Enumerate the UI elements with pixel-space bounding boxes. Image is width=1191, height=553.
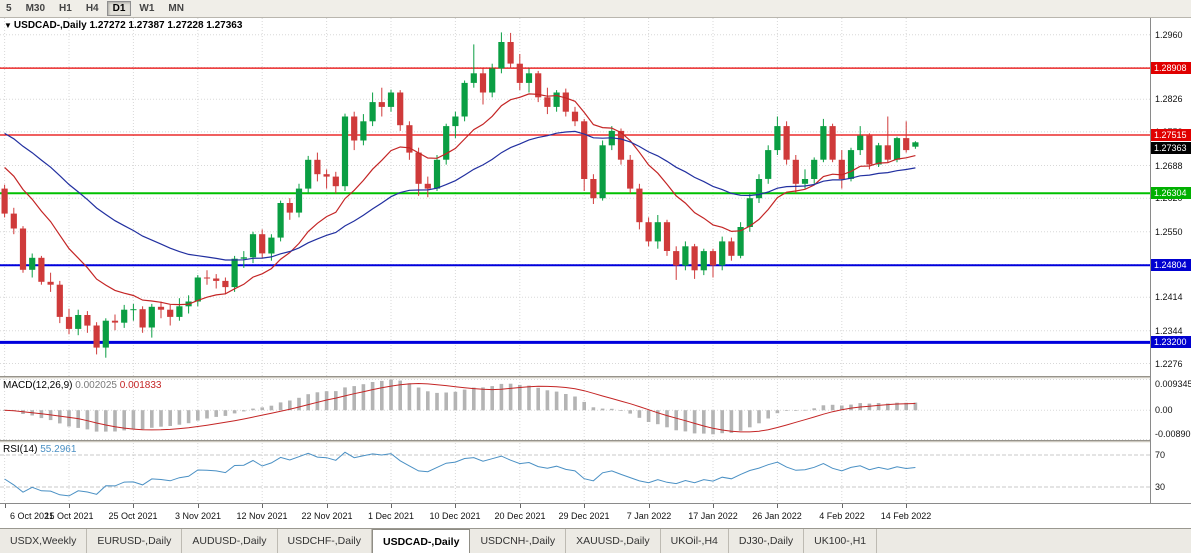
main-chart-pane[interactable]: ▼ USDCAD-,Daily 1.27272 1.27387 1.27228 1… — [0, 18, 1150, 376]
macd-tick-label: 0.00 — [1155, 405, 1173, 415]
price-tick-label: 1.2276 — [1155, 359, 1183, 369]
price-tick-label: 1.2550 — [1155, 227, 1183, 237]
date-tick — [391, 504, 392, 508]
chart-tab-audusd-daily[interactable]: AUDUSD-,Daily — [182, 529, 278, 553]
date-tick — [584, 504, 585, 508]
period-button-d1[interactable]: D1 — [106, 1, 132, 16]
period-button-h1[interactable]: H1 — [59, 3, 72, 14]
rsi-value: 55.2961 — [40, 444, 77, 455]
chart-tab-usdcad-daily[interactable]: USDCAD-,Daily — [372, 529, 471, 553]
collapse-indicator-icon[interactable]: ▼ — [4, 21, 12, 30]
date-label: 25 Oct 2021 — [108, 511, 158, 521]
date-label: 12 Nov 2021 — [236, 511, 288, 521]
chart-area: ▼ USDCAD-,Daily 1.27272 1.27387 1.27228 1… — [0, 18, 1191, 528]
price-tick-label: 1.2344 — [1155, 326, 1183, 336]
date-tick — [198, 504, 199, 508]
chart-title: ▼ USDCAD-,Daily 1.27272 1.27387 1.27228 1… — [4, 20, 242, 31]
date-label: 22 Nov 2021 — [301, 511, 353, 521]
date-tick — [69, 504, 70, 508]
date-tick — [455, 504, 456, 508]
date-label: 1 Dec 2021 — [367, 511, 415, 521]
date-axis[interactable]: 6 Oct 2021 15 Oct 2021 25 Oct 2021 3 Nov 20… — [0, 503, 1191, 528]
chart-tab-usdcnh-daily[interactable]: USDCNH-,Daily — [470, 529, 567, 553]
price-tick-label: 1.2688 — [1155, 161, 1183, 171]
price-level-badge: 1.26304 — [1151, 187, 1191, 199]
date-tick — [5, 504, 6, 508]
date-tick — [906, 504, 907, 508]
pane-resize-handle[interactable] — [0, 376, 1191, 379]
rsi-label: RSI(14) 55.2961 — [3, 444, 76, 455]
chart-tabs-bar: USDX,Weekly EURUSD-,Daily AUDUSD-,Daily USD… — [0, 528, 1191, 553]
macd-tick-label: -0.00890 — [1155, 429, 1191, 439]
chart-tab-eurusd-daily[interactable]: EURUSD-,Daily — [87, 529, 183, 553]
period-button-m30[interactable]: M30 — [25, 3, 46, 14]
date-tick — [520, 504, 521, 508]
macd-name: MACD(12,26,9) — [3, 380, 73, 391]
price-level-badge: 1.28908 — [1151, 62, 1191, 74]
date-label: 7 Jan 2022 — [626, 511, 672, 521]
price-axis[interactable]: 1.29601.28921.28261.27581.26881.26201.25… — [1150, 18, 1191, 503]
date-label: 26 Jan 2022 — [752, 511, 802, 521]
date-label: 4 Feb 2022 — [819, 511, 865, 521]
rsi-pane[interactable]: RSI(14) 55.2961 — [0, 443, 1150, 503]
date-label: 14 Feb 2022 — [880, 511, 932, 521]
date-tick — [713, 504, 714, 508]
macd-pane[interactable]: MACD(12,26,9) 0.002025 0.001833 — [0, 379, 1150, 440]
date-label: 6 Oct 2021 — [9, 511, 55, 521]
price-level-badge: 1.24804 — [1151, 259, 1191, 271]
date-label: 3 Nov 2021 — [174, 511, 222, 521]
macd-plot — [0, 379, 1150, 440]
pane-resize-handle[interactable] — [0, 440, 1191, 443]
price-tick-label: 1.2826 — [1155, 94, 1183, 104]
date-label: 29 Dec 2021 — [558, 511, 610, 521]
chart-tab-usdx-weekly[interactable]: USDX,Weekly — [0, 529, 88, 553]
timeframe-toolbar: 5 M30 H1 H4 D1 W1 MN — [0, 0, 1191, 18]
period-button-5[interactable]: 5 — [6, 3, 12, 14]
period-button-h4[interactable]: H4 — [85, 3, 99, 14]
chart-tab-usdchf-daily[interactable]: USDCHF-,Daily — [278, 529, 373, 553]
date-label: 20 Dec 2021 — [494, 511, 546, 521]
candlestick-plot — [0, 18, 1150, 376]
symbol-period-label: USDCAD-,Daily — [13, 20, 87, 31]
chart-tab-dj30-daily[interactable]: DJ30-,Daily — [729, 529, 805, 553]
rsi-name: RSI(14) — [3, 444, 38, 455]
date-label: 15 Oct 2021 — [44, 511, 94, 521]
chart-tab-ukoil-h4[interactable]: UKOil-,H4 — [661, 529, 729, 553]
date-label: 10 Dec 2021 — [429, 511, 481, 521]
period-button-mn[interactable]: MN — [168, 3, 184, 14]
rsi-level-label: 30 — [1155, 482, 1166, 492]
price-tick-label: 1.2414 — [1155, 292, 1183, 302]
price-level-badge: 1.23200 — [1151, 336, 1191, 348]
price-tick-label: 1.2960 — [1155, 30, 1183, 40]
macd-label: MACD(12,26,9) 0.002025 0.001833 — [3, 380, 161, 391]
macd-main-value: 0.002025 — [75, 380, 117, 391]
ohlc-values: 1.27272 1.27387 1.27228 1.27363 — [89, 20, 243, 31]
date-tick — [842, 504, 843, 508]
date-tick — [262, 504, 263, 508]
chart-tab-xauusd-daily[interactable]: XAUUSD-,Daily — [566, 529, 661, 553]
period-button-w1[interactable]: W1 — [139, 3, 155, 14]
rsi-plot — [0, 443, 1150, 503]
chart-tab-uk100-h1[interactable]: UK100-,H1 — [804, 529, 878, 553]
date-tick — [133, 504, 134, 508]
rsi-level-label: 70 — [1155, 450, 1166, 460]
date-label: 17 Jan 2022 — [688, 511, 738, 521]
date-tick — [649, 504, 650, 508]
date-tick — [777, 504, 778, 508]
macd-tick-label: 0.009345 — [1155, 379, 1191, 389]
price-level-badge: 1.27515 — [1151, 129, 1191, 141]
macd-signal-value: 0.001833 — [119, 380, 162, 391]
current-price-badge: 1.27363 — [1151, 142, 1191, 154]
date-tick — [327, 504, 328, 508]
